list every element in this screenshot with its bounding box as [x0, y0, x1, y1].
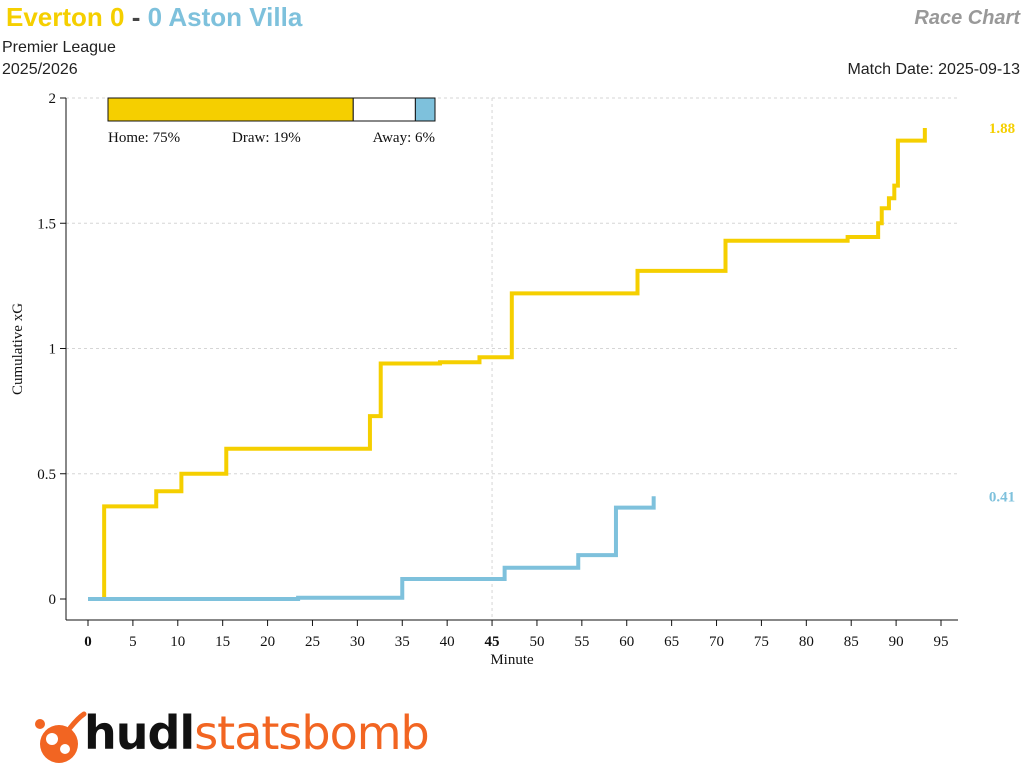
race-chart: 00.511.520 5 10 15 20 25 30 35 40 45 50 55 60 65 70 75 8…: [10, 91, 1015, 668]
prob-bar-draw: [352, 97, 416, 122]
prob-bar-home: [107, 97, 354, 122]
hudl-statsbomb-logo: hudlstatsbomb: [84, 706, 430, 760]
x-axis-label: Minute: [490, 652, 534, 668]
x-tick-label: 85: [844, 634, 859, 650]
chart-series: 1.88 0.41: [88, 121, 1015, 601]
x-tick-label: 75: [754, 634, 769, 650]
x-tick-label: 50: [529, 634, 544, 650]
series-final-label: 0.41: [989, 489, 1015, 505]
score-separator: -: [131, 2, 141, 32]
x-tick-label: 10: [170, 634, 185, 650]
home-score: 0: [110, 2, 125, 32]
y-axis-label: Cumulative xG: [10, 303, 26, 395]
match-title: Everton 0 - 0 Aston Villa: [6, 2, 302, 33]
prob-label-home: Home: 75%: [108, 130, 180, 146]
x-tick-label: 90: [889, 634, 904, 650]
y-tick-label: 0: [49, 592, 57, 608]
prob-label-draw: Draw: 19%: [232, 130, 301, 146]
x-tick-label: 25: [305, 634, 320, 650]
away-score: 0: [147, 2, 163, 32]
season-label: 2025/2026: [2, 61, 78, 78]
x-tick-label: 65: [664, 634, 679, 650]
x-tick-label: 40: [440, 634, 455, 650]
prob-bar-away: [414, 97, 436, 122]
series-final-label: 1.88: [989, 121, 1015, 137]
match-date: Match Date: 2025-09-13: [847, 61, 1020, 78]
competition-name: Premier League: [2, 39, 116, 56]
y-tick-label: 0.5: [37, 467, 56, 483]
x-tick-label: 15: [215, 634, 230, 650]
prob-label-away: Away: 6%: [373, 130, 435, 146]
x-tick-label: 80: [799, 634, 814, 650]
series-line: [88, 128, 927, 601]
x-tick-label: 45: [485, 634, 500, 650]
x-tick-label: 30: [350, 634, 365, 650]
y-tick-label: 2: [49, 91, 57, 107]
chart-type-label: Race Chart: [914, 7, 1020, 29]
chart-axes: 00.511.520 5 10 15 20 25 30 35 40 45 50 55 60 65 70 75 8…: [37, 91, 958, 650]
statsbomb-bomb-icon: [35, 711, 87, 763]
home-team-name: Everton: [6, 2, 103, 32]
x-tick-label: 20: [260, 634, 275, 650]
away-team-name: Aston Villa: [168, 2, 303, 32]
x-tick-label: 5: [129, 634, 137, 650]
x-tick-label: 0: [84, 634, 92, 650]
x-tick-label: 70: [709, 634, 724, 650]
x-tick-label: 55: [574, 634, 589, 650]
x-tick-label: 95: [934, 634, 949, 650]
y-tick-label: 1.5: [37, 216, 56, 232]
win-probability-bar: Home: 75% Draw: 19% Away: 6%: [107, 97, 436, 146]
x-tick-label: 35: [395, 634, 410, 650]
x-tick-label: 60: [619, 634, 634, 650]
y-tick-label: 1: [49, 342, 57, 358]
series-line: [88, 496, 656, 601]
